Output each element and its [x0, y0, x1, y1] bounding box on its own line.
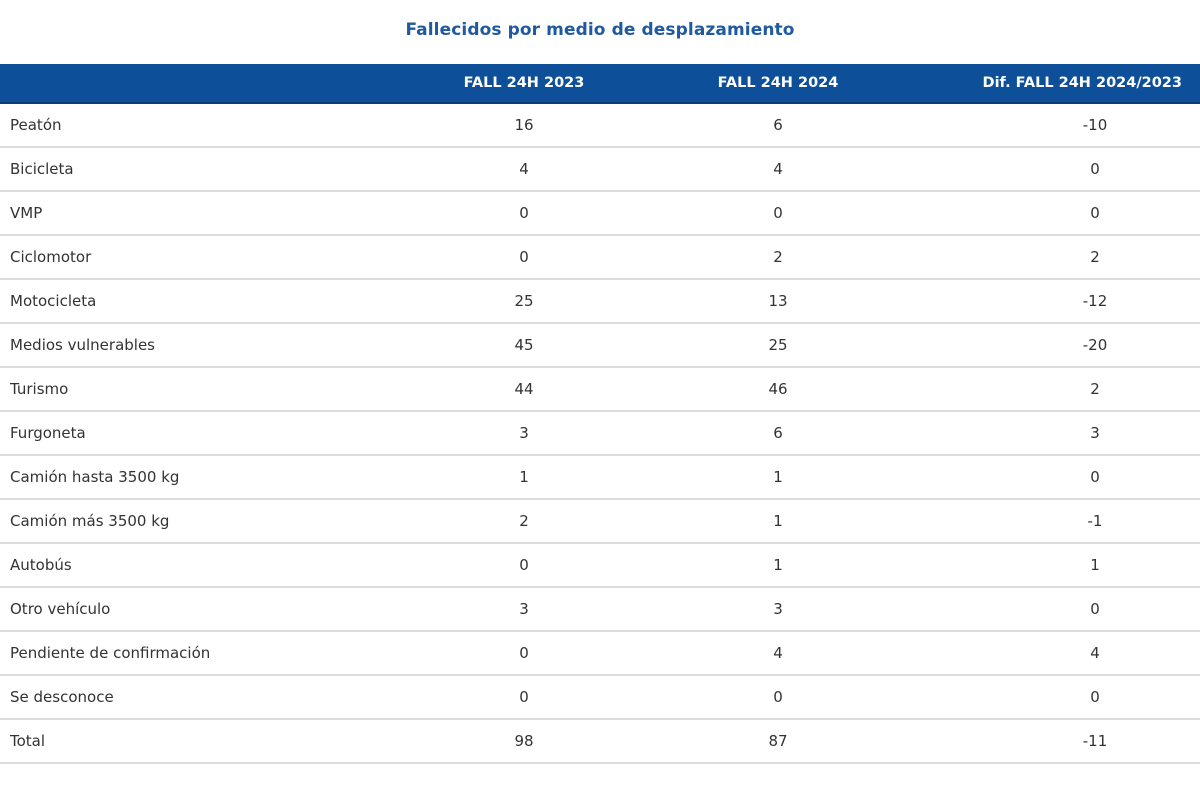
cell-diff: -12: [1082, 292, 1108, 310]
cell-fall-2024: 46: [768, 380, 788, 398]
cell-diff: 2: [1090, 248, 1100, 266]
row-label: Pendiente de confirmación: [10, 644, 211, 662]
table-row: Autobús 0 1 1: [0, 543, 1200, 587]
table-row: Total 98 87 -11: [0, 719, 1200, 763]
cell-diff: -10: [1082, 116, 1108, 134]
header-fall-2024: FALL 24H 2024: [653, 64, 903, 104]
header-category: [0, 64, 395, 104]
row-label: Medios vulnerables: [10, 336, 155, 354]
row-label: Autobús: [10, 556, 72, 574]
cell-diff: 3: [1090, 424, 1100, 442]
table-header-row: FALL 24H 2023 FALL 24H 2024 Dif. FALL 24…: [0, 64, 1200, 104]
cell-fall-2024: 1: [773, 556, 783, 574]
table-row: Otro vehículo 3 3 0: [0, 587, 1200, 631]
cell-diff: -1: [1087, 512, 1103, 530]
cell-fall-2024: 0: [773, 688, 783, 706]
cell-fall-2023: 0: [519, 688, 529, 706]
cell-fall-2023: 0: [519, 248, 529, 266]
cell-diff: 0: [1090, 204, 1100, 222]
row-label: Ciclomotor: [10, 248, 92, 266]
cell-diff: 0: [1090, 600, 1100, 618]
cell-diff: 0: [1090, 160, 1100, 178]
row-label: Turismo: [10, 380, 69, 398]
cell-diff: -20: [1082, 336, 1108, 354]
cell-diff: 0: [1090, 688, 1100, 706]
cell-fall-2024: 3: [773, 600, 783, 618]
cell-fall-2023: 25: [514, 292, 534, 310]
cell-diff: -11: [1082, 732, 1108, 750]
cell-diff: 4: [1090, 644, 1100, 662]
cell-fall-2024: 87: [768, 732, 788, 750]
header-diff: Dif. FALL 24H 2024/2023: [903, 64, 1200, 104]
table-row: Motocicleta 25 13 -12: [0, 279, 1200, 323]
fatalities-table: FALL 24H 2023 FALL 24H 2024 Dif. FALL 24…: [0, 64, 1200, 764]
table-row: Camión hasta 3500 kg 1 1 0: [0, 455, 1200, 499]
cell-fall-2023: 2: [519, 512, 529, 530]
row-label: Furgoneta: [10, 424, 86, 442]
row-label: Se desconoce: [10, 688, 114, 706]
cell-fall-2024: 25: [768, 336, 788, 354]
row-label: Total: [10, 732, 46, 750]
cell-fall-2023: 45: [514, 336, 534, 354]
table-row: Turismo 44 46 2: [0, 367, 1200, 411]
table-row: Furgoneta 3 6 3: [0, 411, 1200, 455]
cell-fall-2023: 3: [519, 424, 529, 442]
table-row: Pendiente de confirmación 0 4 4: [0, 631, 1200, 675]
cell-fall-2023: 3: [519, 600, 529, 618]
table-row: Medios vulnerables 45 25 -20: [0, 323, 1200, 367]
cell-fall-2024: 6: [773, 116, 783, 134]
cell-fall-2023: 4: [519, 160, 529, 178]
cell-fall-2023: 44: [514, 380, 534, 398]
table-row: Ciclomotor 0 2 2: [0, 235, 1200, 279]
row-label: Camión hasta 3500 kg: [10, 468, 180, 486]
cell-fall-2024: 13: [768, 292, 788, 310]
cell-fall-2024: 2: [773, 248, 783, 266]
table-row: Bicicleta 4 4 0: [0, 147, 1200, 191]
table-body: Peatón 16 6 -10 Bicicleta 4 4 0 VMP 0 0 0 Ciclomotor…: [0, 103, 1200, 763]
table-row: Camión más 3500 kg 2 1 -1: [0, 499, 1200, 543]
header-fall-2023: FALL 24H 2023: [395, 64, 653, 104]
cell-fall-2023: 98: [514, 732, 534, 750]
cell-fall-2024: 4: [773, 644, 783, 662]
row-label: Peatón: [10, 116, 62, 134]
table-row: Peatón 16 6 -10: [0, 103, 1200, 147]
cell-fall-2024: 4: [773, 160, 783, 178]
cell-fall-2023: 0: [519, 644, 529, 662]
row-label: VMP: [10, 204, 43, 222]
cell-fall-2023: 16: [514, 116, 534, 134]
cell-fall-2024: 0: [773, 204, 783, 222]
row-label: Bicicleta: [10, 160, 74, 178]
cell-fall-2024: 1: [773, 468, 783, 486]
row-label: Motocicleta: [10, 292, 97, 310]
cell-diff: 1: [1090, 556, 1100, 574]
cell-fall-2024: 1: [773, 512, 783, 530]
table-row: VMP 0 0 0: [0, 191, 1200, 235]
cell-fall-2023: 0: [519, 204, 529, 222]
cell-fall-2024: 6: [773, 424, 783, 442]
row-label: Otro vehículo: [10, 600, 111, 618]
cell-fall-2023: 0: [519, 556, 529, 574]
table-title: Fallecidos por medio de desplazamiento: [405, 20, 795, 40]
table-row: Se desconoce 0 0 0: [0, 675, 1200, 719]
cell-fall-2023: 1: [519, 468, 529, 486]
cell-diff: 0: [1090, 468, 1100, 486]
cell-diff: 2: [1090, 380, 1100, 398]
row-label: Camión más 3500 kg: [10, 512, 170, 530]
